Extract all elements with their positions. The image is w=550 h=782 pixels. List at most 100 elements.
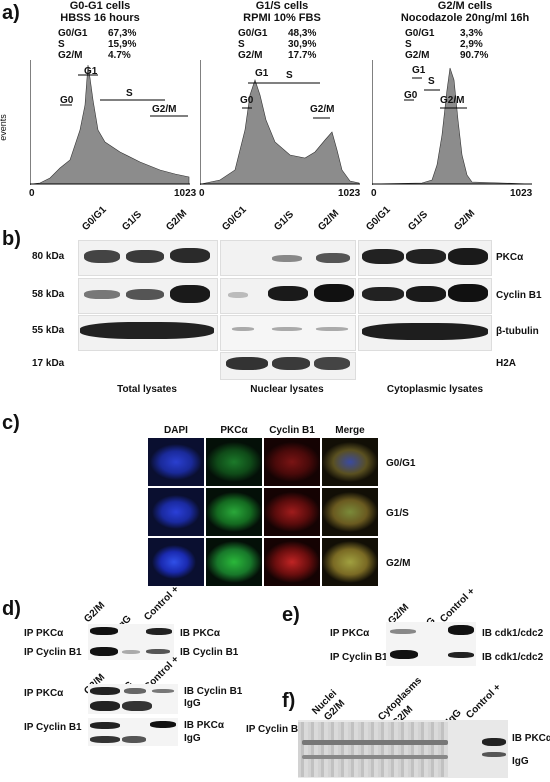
hist1-ylabel: events <box>0 114 8 141</box>
hist1-row2-label: S <box>58 39 65 50</box>
lane-cyt-3: G2/M <box>452 207 478 233</box>
d-bot-ib2b: IgG <box>184 733 201 744</box>
hist3-subtitle: Nocodazole 20ng/ml 16h <box>400 12 530 24</box>
panel-c-letter: c) <box>2 412 20 434</box>
protein-h2a: H2A <box>496 358 517 369</box>
hist2-row2-value: 30,9% <box>288 39 317 50</box>
hist1-subtitle: HBSS 16 hours <box>60 12 140 24</box>
d-bot-ip2: IP Cyclin B1 <box>24 722 82 733</box>
img-col-merge: Merge <box>335 425 365 436</box>
hist1-row2-value: 15,9% <box>108 39 137 50</box>
mw-17: 17 kDa <box>32 358 65 369</box>
d-bot-ib2a: IB PKCα <box>184 720 225 731</box>
d-top-lane-ctrl: Control + <box>142 583 182 623</box>
mw-55: 55 kDa <box>32 325 65 336</box>
group-cytoplasmic: Cytoplasmic lysates <box>386 384 484 395</box>
hist2-plot <box>200 60 360 185</box>
f-ib1: IB PKCα <box>512 733 550 744</box>
hist2-gate-g2m: G2/M <box>310 104 335 115</box>
img-col-pkca: PKCα <box>220 425 248 436</box>
hist3-gate-g1: G1 <box>412 65 426 76</box>
hist2-xmax: 1023 <box>338 188 361 199</box>
d-top-ib2: IB Cyclin B1 <box>180 647 239 658</box>
hist1-gate-g1: G1 <box>84 66 98 77</box>
hist1-title: G0-G1 cells <box>69 0 131 12</box>
hist2-gate-g1: G1 <box>255 68 269 79</box>
lane-cyt-1: G0/G1 <box>364 204 393 233</box>
hist1-row3-value: 4.7% <box>108 50 131 61</box>
lane-nuc-1: G0/G1 <box>220 204 249 233</box>
hist3-gate-g0: G0 <box>404 90 418 101</box>
hist2-xmin: 0 <box>199 188 205 199</box>
hist1-gate-s: S <box>126 88 133 99</box>
f-ib2: IgG <box>512 756 529 767</box>
d-top-ip2: IP Cyclin B1 <box>24 647 82 658</box>
group-nuclear: Nuclear lysates <box>250 384 324 395</box>
hist1-gate-g0: G0 <box>60 95 74 106</box>
lane-nuc-2: G1/S <box>272 209 297 233</box>
group-total: Total lysates <box>117 384 177 395</box>
e-ip2: IP Cyclin B1 <box>330 652 388 663</box>
hist3-row1-value: 3,3% <box>460 28 483 39</box>
e-ip1: IP PKCα <box>330 628 370 639</box>
hist3-row3-label: G2/M <box>405 50 430 61</box>
lane-nuc-3: G2/M <box>316 207 342 233</box>
img-col-dapi: DAPI <box>164 425 188 436</box>
panel-e-letter: e) <box>282 604 300 626</box>
hist2-subtitle: RPMI 10% FBS <box>243 12 321 24</box>
hist3-xmin: 0 <box>371 188 377 199</box>
panel-f-letter: f) <box>282 690 296 712</box>
f-ip: IP Cyclin B1 <box>246 724 304 735</box>
panel-a-letter: a) <box>2 2 20 24</box>
hist1-row1-value: 67,3% <box>108 28 137 39</box>
hist3-row2-label: S <box>405 39 412 50</box>
hist2-row1-label: G0/G1 <box>238 28 268 39</box>
hist1-row1-label: G0/G1 <box>58 28 88 39</box>
hist2-gate-s: S <box>286 70 293 81</box>
hist3-title: G2/M cells <box>437 0 493 12</box>
e-ib1: IB cdk1/cdc2 <box>482 628 544 639</box>
hist3-gate-g2m: G2/M <box>440 95 465 106</box>
img-col-cyclinb1: Cyclin B1 <box>269 425 315 436</box>
hist1-row3-label: G2/M <box>58 50 83 61</box>
f-lane-ctrl: Control + <box>464 681 504 721</box>
hist2-row3-value: 17.7% <box>288 50 317 61</box>
protein-pkca: PKCα <box>496 252 524 263</box>
hist1-plot <box>30 60 190 185</box>
d-top-ib1: IB PKCα <box>180 628 221 639</box>
d-top-ip1: IP PKCα <box>24 628 64 639</box>
d-bot-ib1a: IB Cyclin B1 <box>184 686 243 697</box>
protein-btubulin: β-tubulin <box>496 326 539 337</box>
mw-58: 58 kDa <box>32 289 65 300</box>
hist3-xmax: 1023 <box>510 188 533 199</box>
hist3-row1-label: G0/G1 <box>405 28 435 39</box>
img-row-g1s: G1/S <box>386 508 409 519</box>
panel-b-letter: b) <box>2 228 21 250</box>
img-row-g0g1: G0/G1 <box>386 458 416 469</box>
hist1-gate-g2m: G2/M <box>152 104 177 115</box>
panel-d-letter: d) <box>2 598 21 620</box>
hist2-title: G1/S cells <box>255 0 309 12</box>
e-ib2: IB cdk1/cdc2 <box>482 652 544 663</box>
lane-total-3: G2/M <box>164 207 190 233</box>
hist3-plot <box>372 60 532 185</box>
lane-total-1: G0/G1 <box>80 204 109 233</box>
hist3-gate-s: S <box>428 76 435 87</box>
img-row-g2m: G2/M <box>386 558 411 569</box>
mw-80: 80 kDa <box>32 251 65 262</box>
hist1-xmin: 0 <box>29 188 35 199</box>
hist2-row1-value: 48,3% <box>288 28 317 39</box>
lane-total-2: G1/S <box>120 209 145 233</box>
hist2-row3-label: G2/M <box>238 50 263 61</box>
d-bot-ip1: IP PKCα <box>24 688 64 699</box>
hist3-row2-value: 2,9% <box>460 39 483 50</box>
hist1-xmax: 1023 <box>174 188 197 199</box>
e-lane-ctrl: Control + <box>438 585 478 625</box>
hist3-row3-value: 90.7% <box>460 50 489 61</box>
d-bot-ib1b: IgG <box>184 698 201 709</box>
d-top-lane-g2m: G2/M <box>82 599 108 625</box>
lane-cyt-2: G1/S <box>406 209 431 233</box>
hist2-gate-g0: G0 <box>240 95 254 106</box>
protein-cyclinb1: Cyclin B1 <box>496 290 542 301</box>
hist2-row2-label: S <box>238 39 245 50</box>
